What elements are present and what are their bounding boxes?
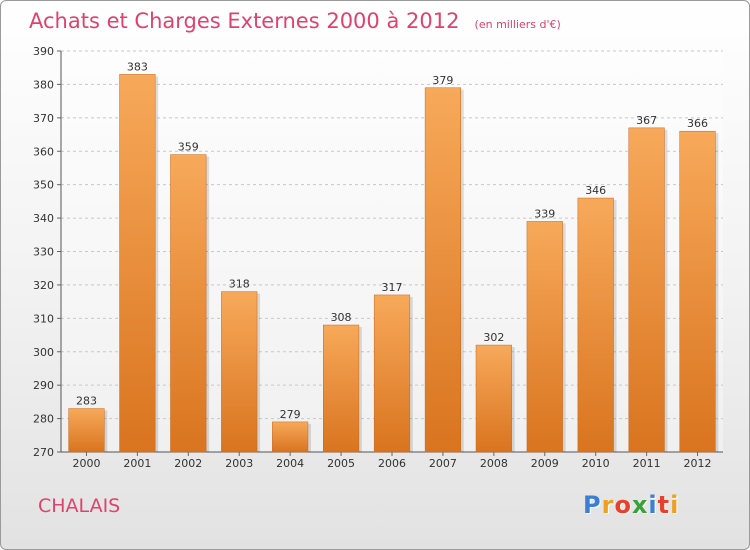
bar — [119, 74, 156, 453]
y-tick-label: 360 — [33, 145, 54, 158]
logo-letter: o — [614, 491, 632, 519]
x-tick-label: 2012 — [684, 457, 712, 470]
data-label: 367 — [636, 114, 657, 127]
bar — [577, 197, 614, 453]
y-tick-label: 390 — [33, 45, 54, 58]
logo-letter: i — [648, 491, 658, 519]
logo-letter: t — [657, 491, 671, 519]
x-tick-label: 2007 — [429, 457, 457, 470]
x-tick-label: 2011 — [633, 457, 661, 470]
chart-unit-note: (en milliers d'€) — [474, 18, 561, 31]
x-tick-label: 2010 — [582, 457, 610, 470]
data-label: 359 — [178, 141, 199, 154]
bar — [373, 294, 411, 453]
data-label: 279 — [280, 408, 301, 421]
bar — [221, 291, 258, 453]
place-name: CHALAIS — [38, 495, 121, 517]
data-label: 302 — [483, 331, 504, 344]
y-tick-label: 370 — [33, 112, 54, 125]
x-tick-label: 2002 — [174, 457, 202, 470]
y-tick-label: 300 — [33, 346, 54, 359]
bar — [628, 127, 665, 453]
bar — [475, 344, 512, 453]
data-label: 339 — [534, 207, 555, 220]
x-tick-label: 2000 — [72, 457, 100, 470]
y-tick-label: 290 — [33, 379, 54, 392]
x-tick-label: 2005 — [327, 457, 355, 470]
proxiti-logo: Proxiti — [583, 491, 679, 519]
logo-letter: x — [631, 491, 649, 519]
bar — [323, 324, 360, 453]
logo-letter: i — [670, 491, 680, 519]
bar — [170, 154, 207, 453]
y-tick-label: 320 — [33, 279, 54, 292]
y-tick-label: 280 — [33, 413, 54, 426]
x-tick-label: 2008 — [480, 457, 508, 470]
bar — [68, 408, 105, 453]
data-label: 308 — [331, 311, 352, 324]
data-label: 318 — [229, 278, 250, 291]
y-tick-label: 310 — [33, 312, 54, 325]
data-label: 383 — [127, 60, 148, 73]
data-label: 379 — [432, 74, 453, 87]
y-tick-label: 270 — [33, 446, 54, 459]
x-tick-label: 2004 — [276, 457, 304, 470]
x-tick-label: 2009 — [531, 457, 559, 470]
logo-letter: r — [601, 491, 615, 519]
y-tick-label: 380 — [33, 78, 54, 91]
chart-title: Achats et Charges Externes 2000 à 2012 (… — [29, 9, 561, 33]
x-tick-label: 2001 — [123, 457, 151, 470]
bar — [272, 421, 309, 453]
bar — [424, 87, 461, 453]
logo-letter: P — [583, 491, 602, 519]
y-tick-label: 330 — [33, 246, 54, 259]
data-label: 346 — [585, 184, 606, 197]
y-tick-label: 350 — [33, 179, 54, 192]
chart-title-text: Achats et Charges Externes 2000 à 2012 — [29, 9, 460, 33]
data-label: 283 — [76, 395, 97, 408]
x-tick-label: 2006 — [378, 457, 406, 470]
x-tick-label: 2003 — [225, 457, 253, 470]
bar — [679, 130, 716, 453]
data-label: 366 — [687, 117, 708, 130]
bar — [526, 221, 563, 453]
y-tick-label: 340 — [33, 212, 54, 225]
data-label: 317 — [382, 281, 403, 294]
